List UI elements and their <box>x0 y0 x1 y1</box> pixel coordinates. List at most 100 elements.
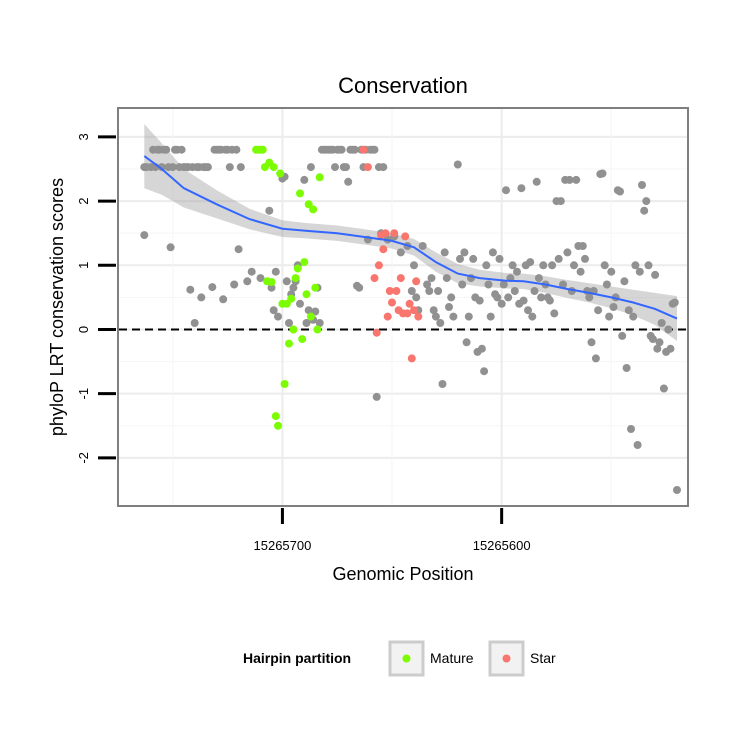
point-unpartitioned <box>412 293 421 302</box>
point-unpartitioned <box>355 283 364 292</box>
point-unpartitioned <box>166 243 175 252</box>
point-unpartitioned <box>607 267 616 276</box>
point-unpartitioned <box>447 293 456 302</box>
point-unpartitioned <box>456 254 464 263</box>
x-axis-title: Genomic Position <box>332 564 473 584</box>
point-unpartitioned <box>162 145 171 154</box>
point-unpartitioned <box>530 287 539 295</box>
point-unpartitioned <box>197 293 206 302</box>
point-unpartitioned <box>440 248 449 257</box>
point-unpartitioned <box>651 270 660 279</box>
point-unpartitioned <box>504 293 513 302</box>
point-unpartitioned <box>282 277 291 286</box>
point-unpartitioned <box>629 312 638 321</box>
point-unpartitioned <box>482 261 491 270</box>
point-unpartitioned <box>493 293 502 302</box>
point-unpartitioned <box>337 145 346 154</box>
point-unpartitioned <box>300 175 309 184</box>
point-unpartitioned <box>526 258 535 267</box>
point-star <box>363 163 372 172</box>
y-axis-title: phyloP LRT conservation scores <box>47 178 67 436</box>
chart-title: Conservation <box>338 73 468 98</box>
point-star <box>401 232 410 241</box>
point-unpartitioned <box>271 267 280 276</box>
point-unpartitioned <box>464 312 473 321</box>
point-unpartitioned <box>458 280 467 289</box>
point-unpartitioned <box>247 267 256 276</box>
y-tick-label: 2 <box>76 197 91 204</box>
point-star <box>410 306 418 315</box>
point-unpartitioned <box>230 280 239 289</box>
y-tick-label: 0 <box>76 326 91 333</box>
point-unpartitioned <box>666 344 675 353</box>
point-mature <box>315 173 324 182</box>
point-unpartitioned <box>243 277 252 286</box>
point-unpartitioned <box>519 296 528 305</box>
point-unpartitioned <box>438 380 447 388</box>
point-unpartitioned <box>648 335 657 344</box>
point-mature <box>300 258 309 267</box>
point-unpartitioned <box>431 312 440 321</box>
point-unpartitioned <box>517 184 526 193</box>
point-unpartitioned <box>550 309 559 318</box>
legend-marker-star <box>502 654 511 663</box>
point-mature <box>280 380 289 388</box>
legend-key-mature <box>388 640 425 677</box>
point-unpartitioned <box>488 248 497 257</box>
point-unpartitioned <box>425 287 434 295</box>
point-star <box>374 261 383 270</box>
point-star <box>383 312 392 321</box>
point-mature <box>258 145 267 154</box>
point-mature <box>291 274 300 283</box>
point-unpartitioned <box>289 283 298 292</box>
point-unpartitioned <box>186 285 195 294</box>
point-star <box>381 229 390 238</box>
point-mature <box>274 421 282 430</box>
smooth-line <box>143 155 678 320</box>
point-unpartitioned <box>436 319 445 327</box>
point-mature <box>311 283 320 292</box>
point-unpartitioned <box>449 312 458 321</box>
point-mature <box>267 278 276 286</box>
point-unpartitioned <box>469 254 478 263</box>
point-unpartitioned <box>605 312 614 321</box>
point-unpartitioned <box>370 145 379 154</box>
point-mature <box>293 264 302 273</box>
axes: -2 -1 0 1 2 3 15265700 15265600 <box>76 133 531 553</box>
point-star <box>388 298 396 307</box>
point-unpartitioned <box>442 274 451 283</box>
point-unpartitioned <box>453 160 462 169</box>
point-unpartitioned <box>578 242 587 250</box>
plot-panel <box>117 107 689 507</box>
point-unpartitioned <box>274 312 282 321</box>
point-unpartitioned <box>510 287 519 295</box>
point-unpartitioned <box>539 261 548 270</box>
point-star <box>385 287 394 295</box>
point-unpartitioned <box>640 206 649 215</box>
point-star <box>392 287 401 295</box>
point-unpartitioned <box>585 293 594 302</box>
point-unpartitioned <box>664 325 673 334</box>
point-mature <box>276 169 285 178</box>
point-unpartitioned <box>622 364 631 372</box>
point-unpartitioned <box>618 331 627 340</box>
point-star <box>396 274 405 283</box>
point-unpartitioned <box>418 242 427 250</box>
gridlines <box>119 109 687 505</box>
point-mature <box>269 163 278 172</box>
point-unpartitioned <box>545 296 554 305</box>
point-unpartitioned <box>219 295 228 304</box>
point-unpartitioned <box>484 280 493 289</box>
point-mature <box>289 325 298 334</box>
point-unpartitioned <box>445 303 453 311</box>
point-unpartitioned <box>372 392 381 401</box>
point-unpartitioned <box>495 254 504 263</box>
point-unpartitioned <box>407 287 416 295</box>
x-tick-label: 15265700 <box>254 538 312 553</box>
point-star <box>405 299 414 308</box>
legend-label-star: Star <box>530 650 556 666</box>
y-tick-label: 3 <box>76 133 91 140</box>
smooth-trend-line <box>143 155 678 320</box>
point-unpartitioned <box>190 319 199 327</box>
